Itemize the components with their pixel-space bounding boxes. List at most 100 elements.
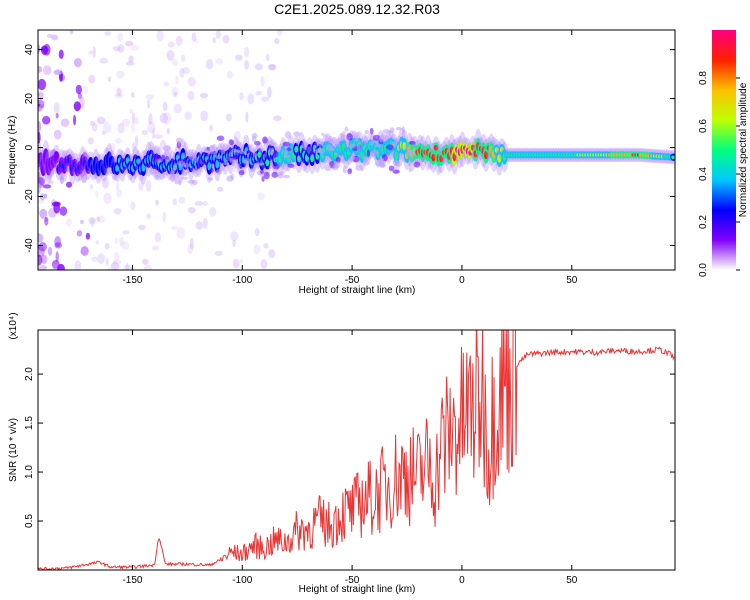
spectrogram-x-label: Height of straight line (km) xyxy=(299,285,416,296)
spectrogram-frame xyxy=(37,29,676,271)
spectrogram-noise-blob xyxy=(116,182,120,191)
spectrogram-cell xyxy=(253,162,262,167)
spectrogram-cell xyxy=(334,152,338,156)
spectrogram-cell xyxy=(243,151,248,156)
spectrogram-noise-blob xyxy=(234,54,243,61)
spectrogram-y-label: Frequency (Hz) xyxy=(7,116,18,185)
spectrogram-noise-blob xyxy=(115,137,122,144)
spectrogram-noise-blob xyxy=(187,76,196,87)
snr-y-label: SNR (10 * v/v) xyxy=(8,418,19,482)
spectrogram-cell xyxy=(276,171,283,176)
spectrogram-cell xyxy=(209,150,218,155)
spectrogram-noise-blob xyxy=(72,114,77,126)
spectrogram-noise-blob xyxy=(38,107,42,112)
spectrogram-cell xyxy=(226,155,231,161)
spectrogram-cell xyxy=(355,164,363,171)
spectrogram-noise-blob xyxy=(95,190,99,199)
spectrogram-cell xyxy=(340,133,346,142)
colorbar-scale xyxy=(712,30,736,270)
colorbar-tick-label: 0.0 xyxy=(698,263,709,277)
spectrogram-cell xyxy=(401,126,405,134)
spectrogram-cell xyxy=(287,163,295,168)
spectrogram-core xyxy=(394,150,399,160)
spectrogram-cell xyxy=(316,140,323,147)
spectrogram-noise-blob xyxy=(83,85,89,94)
spectrogram-noise-blob xyxy=(244,46,250,58)
spectrogram-y-tick-label: 0 xyxy=(24,144,35,150)
spectrogram-noise-blob xyxy=(167,41,175,48)
spectrogram-noise-blob xyxy=(103,192,112,204)
spectrogram-cell xyxy=(209,144,216,150)
spectrogram-cell xyxy=(260,164,266,169)
spectrogram-cell xyxy=(379,135,384,143)
spectrogram-cell xyxy=(237,163,241,171)
spectrogram-noise-blob xyxy=(175,75,179,85)
snr-y-tick-label: 1.0 xyxy=(24,465,35,479)
spectrogram-cell xyxy=(366,149,370,157)
spectrogram-noise-blob xyxy=(209,124,214,132)
spectrogram-cell xyxy=(180,176,189,180)
spectrogram-cell xyxy=(220,147,226,155)
spectrogram-noise-blob xyxy=(267,86,272,99)
spectrogram-noise-blob xyxy=(53,102,60,114)
spectrogram-noise-blob xyxy=(202,200,208,207)
spectrogram-noise-blob xyxy=(54,242,62,249)
spectrogram-noise-blob xyxy=(88,217,97,225)
spectrogram-noise-blob xyxy=(234,130,241,141)
snr-y-tick-label: 0.5 xyxy=(24,514,35,528)
spectrogram-noise-blob xyxy=(44,216,49,226)
spectrogram-noise-blob xyxy=(163,81,170,87)
spectrogram-noise-blob xyxy=(147,121,156,134)
spectrogram-noise-blob xyxy=(261,96,270,102)
spectrogram-noise-blob xyxy=(181,54,186,62)
spectrogram-cell xyxy=(216,135,225,141)
spectrogram-noise-blob xyxy=(39,241,46,251)
spectrogram-noise-blob xyxy=(173,103,182,114)
spectrogram-noise-blob xyxy=(60,118,70,127)
spectrogram-cell xyxy=(263,171,270,180)
spectrogram-noise-blob xyxy=(247,93,255,105)
spectrogram-noise-blob xyxy=(97,253,106,265)
spectrogram-cell xyxy=(331,136,338,144)
spectrogram-cell xyxy=(215,168,223,175)
spectrogram-cell xyxy=(371,149,380,155)
spectrogram-cell xyxy=(257,146,262,152)
spectrogram-noise-blob xyxy=(254,227,260,237)
spectrogram-cell xyxy=(262,136,268,144)
spectrogram-core xyxy=(101,166,106,173)
spectrogram-cell xyxy=(296,162,301,167)
spectrogram-noise-blob xyxy=(202,217,208,229)
spectrogram-noise-blob xyxy=(89,184,94,190)
spectrogram-cell xyxy=(409,140,416,145)
spectrogram-cell xyxy=(330,147,336,152)
spectrogram-cell xyxy=(283,149,289,156)
snr-x-label: Height of straight line (km) xyxy=(299,584,416,595)
spectrogram-cell xyxy=(316,148,322,154)
spectrogram-cell xyxy=(394,159,400,167)
spectrogram-noise-blob xyxy=(187,243,193,254)
spectrogram-noise-blob xyxy=(53,69,62,75)
spectrogram-noise-blob xyxy=(162,211,167,222)
spectrogram-noise-blob xyxy=(182,67,191,74)
spectrogram-noise-blob xyxy=(39,193,45,201)
spectrogram-noise-blob xyxy=(114,93,123,98)
spectrogram-cell xyxy=(162,145,171,152)
spectrogram-noise-blob xyxy=(255,90,263,96)
spectrogram-noise-blob xyxy=(200,110,209,122)
spectrogram-core xyxy=(494,147,499,153)
spectrogram-core xyxy=(257,151,262,158)
spectrogram-noise-blob xyxy=(42,184,52,189)
spectrogram-cell xyxy=(332,164,339,171)
spectrogram-y-tick-label: -20 xyxy=(24,189,35,204)
spectrogram-noise-blob xyxy=(85,232,91,240)
spectrogram-noise-blob xyxy=(95,240,99,245)
spectrogram-noise-blob xyxy=(269,64,276,70)
spectrogram-noise-blob xyxy=(260,75,265,87)
spectrogram-noise-blob xyxy=(130,44,139,51)
snr-panel: -150 -100 -50 0 50 0.5 1.0 1.5 2.0 Height of str… xyxy=(8,312,676,595)
spectrogram-noise-blob xyxy=(121,118,131,127)
spectrogram-noise-blob xyxy=(245,111,249,123)
spectrogram-noise-blob xyxy=(92,46,96,59)
spectrogram-noise-blob xyxy=(195,221,203,230)
spectrogram-noise-blob xyxy=(58,73,66,82)
